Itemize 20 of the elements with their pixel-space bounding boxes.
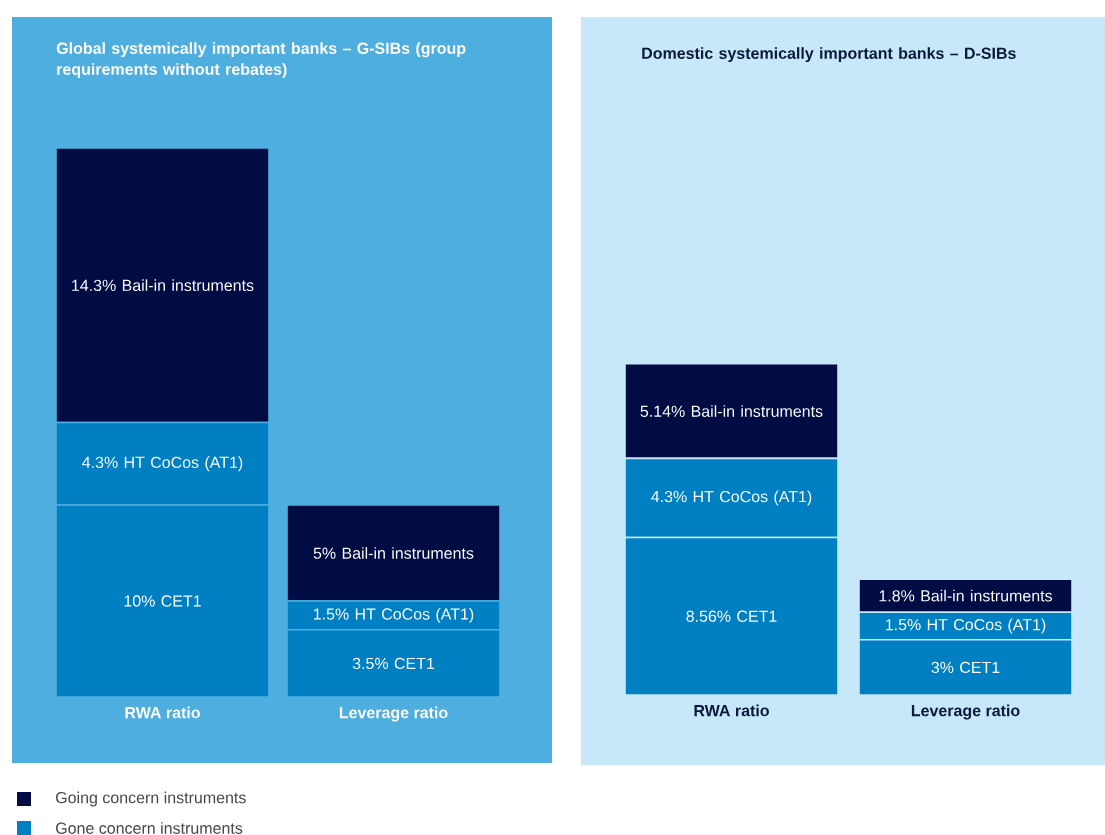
data-label: 3.5% CET1 — [352, 657, 435, 670]
data-label: 8.56% CET1 — [686, 610, 777, 622]
x-tick-label: RWA ratio — [125, 706, 200, 719]
data-label: 5.14% Bail-in instruments — [640, 405, 823, 417]
x-tick-label: Leverage ratio — [339, 706, 448, 722]
legend-label: Gone concern instruments — [56, 822, 243, 834]
legend-label: Going concern instruments — [56, 791, 246, 807]
data-label: 1.5% HT CoCos (AT1) — [885, 618, 1046, 634]
data-label: 3% CET1 — [931, 661, 1000, 674]
data-label: 4.3% HT CoCos (AT1) — [651, 490, 812, 506]
data-label: 5% Bail-in instruments — [313, 547, 474, 559]
data-label: 1.5% HT CoCos (AT1) — [313, 607, 474, 623]
x-tick-label: RWA ratio — [694, 704, 769, 717]
data-label: 1.8% Bail-in instruments — [879, 589, 1053, 602]
chart-title: Domestic systemically important banks – D-SIBs — [642, 47, 1016, 63]
data-label: 4.3% HT CoCos (AT1) — [82, 456, 243, 472]
x-tick-label: Leverage ratio — [911, 704, 1020, 720]
data-label: 14.3% Bail-in instruments — [72, 279, 254, 292]
chart-title: Global systemically important banks – G-SIBs (group requirements without rebates) — [56, 42, 466, 79]
data-label: 10% CET1 — [124, 595, 201, 607]
